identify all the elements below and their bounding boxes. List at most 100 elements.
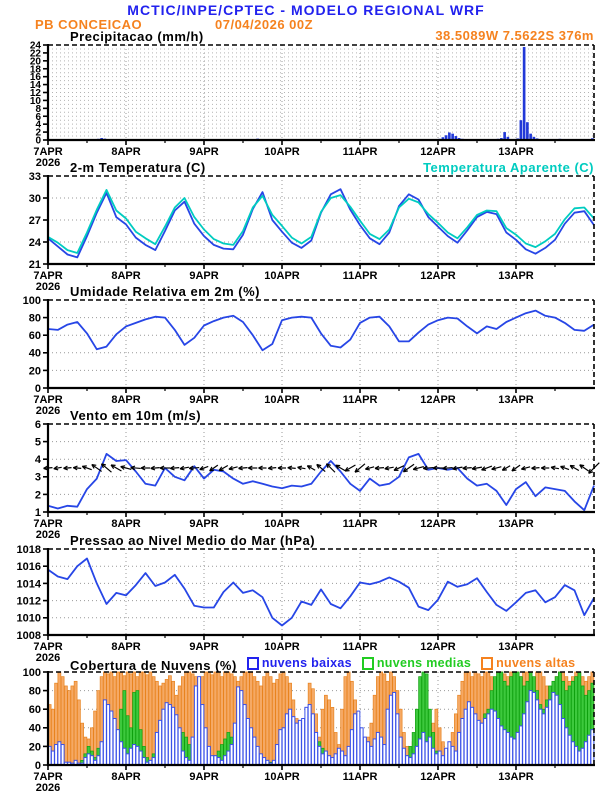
cloud-bar [548, 699, 553, 766]
x-axis-labels: 7APR 8APR 9APR 10APR 11APR 12APR 13APR 2026 [33, 264, 556, 293]
panel-title-clouds: Cobertura de Nuvens (%) [70, 657, 237, 673]
svg-text:2026: 2026 [36, 529, 60, 541]
precip-bar [444, 135, 448, 140]
cloud-bar [171, 706, 176, 766]
cloud-bar [50, 750, 55, 766]
cloud-bar [457, 731, 462, 766]
svg-text:13APR: 13APR [498, 771, 534, 783]
cloud-bar [109, 710, 114, 766]
cloud-bar [258, 753, 263, 766]
cloud-bar [64, 685, 68, 766]
cloud-bar [515, 731, 520, 766]
cloud-bar [570, 741, 575, 766]
svg-text:24: 24 [29, 237, 42, 249]
cloud-bar [138, 750, 143, 766]
precip-bar [532, 136, 536, 140]
cloud-bar [479, 722, 484, 766]
cloud-bar [564, 727, 569, 766]
cloud-bar [255, 745, 260, 766]
svg-text:9APR: 9APR [189, 518, 218, 530]
cloud-bar [535, 699, 540, 766]
cloud-bar [414, 745, 419, 766]
svg-text:16: 16 [30, 72, 42, 83]
cloud-bar [154, 731, 159, 766]
cloud-bar [496, 718, 501, 766]
cloud-bar [463, 708, 468, 766]
cloud-bar [197, 676, 202, 766]
cloud-bar [307, 704, 312, 766]
svg-text:7APR: 7APR [33, 641, 62, 653]
cloud-bar [141, 757, 146, 766]
precip-bar [451, 133, 454, 140]
svg-text:8APR: 8APR [111, 394, 140, 406]
cloud-bar [561, 718, 566, 766]
cloud-bar [418, 738, 423, 766]
svg-text:4: 4 [35, 454, 42, 466]
cloud-bar [421, 731, 426, 766]
cloud-bar [577, 750, 582, 766]
cloud-bar [148, 671, 153, 766]
svg-text:2: 2 [35, 128, 41, 139]
cloud-bar [54, 744, 59, 766]
cloud-bar [453, 750, 458, 766]
svg-text:11APR: 11APR [343, 641, 378, 653]
panel-pressao: 1008 1010 1012 1014 1016 1018 7APR 8APR 9APR 10AP… [17, 544, 595, 664]
svg-text:60: 60 [29, 704, 41, 716]
cloud-bar [262, 676, 266, 766]
cloud-bar [125, 753, 130, 766]
cloud-bar [460, 718, 465, 766]
svg-text:8: 8 [35, 104, 41, 115]
cloud-bar [294, 722, 299, 766]
cloud-bar [77, 699, 81, 766]
svg-text:100: 100 [23, 295, 41, 307]
cloud-bar [525, 701, 530, 766]
cloud-bar [200, 704, 205, 766]
legend-swatch-high [481, 656, 494, 670]
svg-text:7APR: 7APR [33, 771, 62, 783]
cloud-bar [320, 753, 325, 766]
cloud-bar [190, 736, 195, 766]
cloud-bar [518, 725, 523, 766]
cloud-bar [288, 708, 293, 766]
svg-text:11APR: 11APR [343, 771, 378, 783]
x-axis-labels: 7APR 8APR 9APR 10APR 11APR 12APR 13APR 2026 [33, 388, 556, 417]
svg-text:6: 6 [35, 112, 41, 123]
cloud-bar [431, 747, 436, 766]
cloud-bar [473, 713, 478, 766]
svg-text:10APR: 10APR [264, 394, 300, 406]
svg-text:80: 80 [29, 312, 41, 324]
svg-text:1010: 1010 [17, 613, 41, 625]
cloud-bar [574, 745, 579, 766]
legend-swatch-mid [361, 656, 374, 670]
svg-text:11APR: 11APR [343, 270, 378, 282]
svg-text:7APR: 7APR [33, 270, 62, 282]
svg-text:12APR: 12APR [420, 270, 456, 282]
umidade-line-0 [47, 309, 595, 352]
cloud-bar [395, 713, 400, 766]
cloud-bar [349, 729, 354, 766]
cloud-bar [57, 741, 62, 766]
cloud-bar [174, 714, 179, 766]
precip-bar [526, 122, 529, 140]
cloud-bar [580, 747, 585, 766]
cloud-bar [161, 708, 166, 766]
cloud-bar [262, 757, 267, 766]
precip-bar [448, 132, 451, 140]
cloud-bar [96, 755, 101, 766]
x-axis-labels: 7APR 8APR 9APR 10APR 11APR 12APR 13APR 2026 [33, 140, 556, 169]
cloud-bar [304, 706, 309, 766]
cloud-bar [80, 722, 84, 766]
svg-text:40: 40 [29, 348, 41, 360]
cloud-bar [369, 745, 374, 766]
svg-text:9APR: 9APR [189, 270, 218, 282]
cloud-bar [164, 702, 169, 766]
cloud-bar [213, 755, 218, 766]
cloud-bar [206, 745, 211, 766]
cloud-bar [203, 727, 208, 766]
cloud-bar [509, 736, 514, 766]
cloud-bar [249, 727, 254, 766]
cloud-bar [375, 731, 380, 766]
cloud-bar [366, 741, 371, 766]
